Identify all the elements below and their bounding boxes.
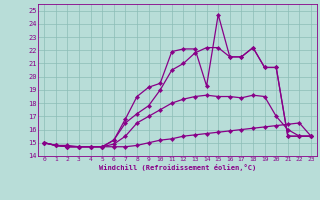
X-axis label: Windchill (Refroidissement éolien,°C): Windchill (Refroidissement éolien,°C) (99, 164, 256, 171)
